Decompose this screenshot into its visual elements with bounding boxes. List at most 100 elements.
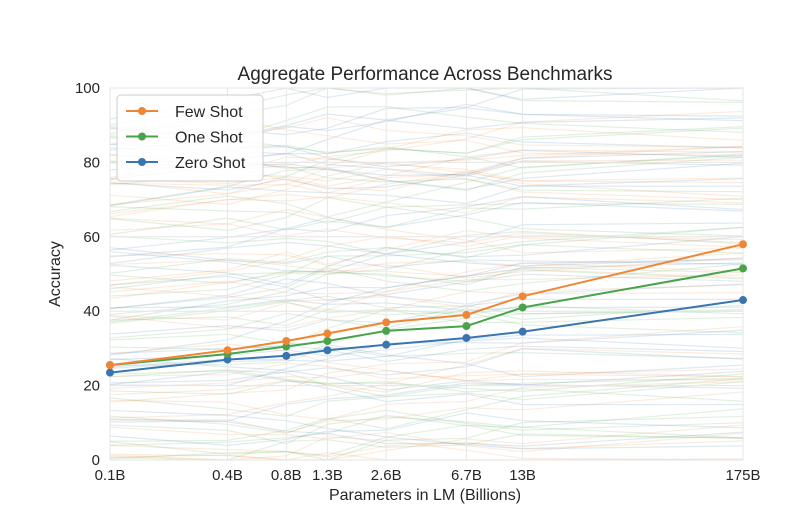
background-benchmark-line bbox=[109, 168, 744, 201]
background-benchmark-line bbox=[109, 145, 744, 206]
legend-box bbox=[116, 94, 264, 182]
background-benchmark-line bbox=[109, 326, 744, 403]
background-benchmark-line bbox=[109, 409, 744, 434]
y-tick-label: 40 bbox=[83, 303, 100, 320]
data-point bbox=[323, 336, 332, 345]
background-benchmark-line bbox=[109, 269, 744, 290]
data-point bbox=[223, 355, 232, 364]
background-benchmark-line bbox=[109, 223, 744, 244]
x-tick-label: 2.6B bbox=[371, 467, 402, 484]
background-benchmark-line bbox=[109, 236, 744, 286]
background-benchmark-line bbox=[109, 363, 744, 380]
y-axis-ticks: 0 20 40 60 80 100 bbox=[75, 80, 100, 469]
y-tick-label: 80 bbox=[83, 154, 100, 171]
background-benchmark-line bbox=[109, 298, 744, 312]
grid bbox=[109, 87, 744, 461]
background-benchmark-line bbox=[109, 329, 744, 387]
background-benchmark-line bbox=[109, 426, 744, 453]
background-benchmark-line bbox=[109, 197, 744, 232]
data-point bbox=[462, 322, 471, 331]
background-benchmark-line bbox=[109, 178, 744, 207]
legend: Few Shot One Shot Zero Shot bbox=[116, 94, 264, 182]
background-benchmark-line bbox=[109, 424, 744, 457]
background-benchmark-line bbox=[109, 333, 744, 369]
legend-label: Few Shot bbox=[175, 104, 243, 121]
series-line bbox=[109, 243, 744, 367]
background-benchmark-line bbox=[109, 381, 744, 421]
data-point bbox=[739, 264, 747, 273]
data-point bbox=[518, 292, 527, 301]
background-benchmark-line bbox=[109, 381, 744, 418]
background-benchmark-line bbox=[109, 262, 744, 295]
data-point bbox=[739, 240, 747, 249]
series-lines bbox=[106, 240, 747, 377]
background-benchmark-line bbox=[109, 412, 744, 447]
background-benchmark-line bbox=[109, 369, 744, 398]
background-benchmark-line bbox=[109, 149, 744, 187]
x-axis-ticks: 0.1B 0.4B 0.8B 1.3B 2.6B 6.7B 13B 175B bbox=[95, 467, 761, 484]
background-benchmark-line bbox=[109, 262, 744, 356]
y-tick-label: 60 bbox=[83, 229, 100, 246]
data-point bbox=[223, 346, 232, 355]
background-benchmark-line bbox=[109, 369, 744, 402]
x-tick-label: 0.4B bbox=[212, 467, 243, 484]
background-benchmark-line bbox=[109, 424, 744, 461]
background-benchmark-line bbox=[109, 274, 744, 321]
background-benchmark-line bbox=[109, 346, 744, 366]
background-benchmark-line bbox=[109, 347, 744, 419]
background-benchmark-line bbox=[109, 433, 744, 461]
series-line bbox=[109, 267, 744, 367]
background-benchmark-line bbox=[109, 370, 744, 396]
y-tick-label: 100 bbox=[75, 80, 100, 97]
background-benchmark-line bbox=[109, 230, 744, 255]
background-benchmark-line bbox=[109, 378, 744, 442]
background-benchmark-line bbox=[109, 196, 744, 218]
background-benchmark-line bbox=[109, 369, 744, 390]
background-benchmark-line bbox=[109, 295, 744, 323]
background-benchmark-line bbox=[109, 308, 744, 334]
background-benchmark-line bbox=[109, 259, 744, 321]
background-benchmark-line bbox=[109, 440, 744, 458]
background-benchmark-line bbox=[109, 358, 744, 391]
background-benchmark-line bbox=[109, 156, 744, 206]
data-point bbox=[323, 346, 332, 355]
data-point bbox=[462, 333, 471, 342]
background-benchmark-line bbox=[109, 226, 744, 274]
background-benchmark-line bbox=[109, 382, 744, 423]
background-benchmark-line bbox=[109, 154, 744, 218]
background-benchmark-line bbox=[109, 259, 744, 279]
background-benchmark-line bbox=[109, 195, 744, 258]
background-benchmark-line bbox=[109, 161, 744, 186]
background-benchmark-line bbox=[109, 373, 744, 395]
background-benchmark-line bbox=[109, 284, 744, 308]
series-line bbox=[109, 299, 744, 374]
data-point bbox=[518, 327, 527, 336]
legend-marker bbox=[138, 107, 146, 115]
background-benchmark-line bbox=[109, 263, 744, 309]
background-benchmark-line bbox=[109, 226, 744, 316]
data-point bbox=[462, 310, 471, 319]
chart-title: Aggregate Performance Across Benchmarks bbox=[238, 64, 613, 85]
x-axis-label: Parameters in LM (Billions) bbox=[329, 487, 521, 504]
background-benchmark-line bbox=[109, 206, 744, 237]
background-benchmark-line bbox=[109, 290, 744, 329]
x-tick-label: 0.8B bbox=[271, 467, 302, 484]
background-benchmark-line bbox=[109, 201, 744, 251]
legend-marker bbox=[138, 158, 146, 166]
background-benchmark-line bbox=[109, 174, 744, 191]
legend-label: One Shot bbox=[175, 130, 243, 147]
legend-marker bbox=[138, 132, 146, 141]
background-benchmark-line bbox=[109, 197, 744, 235]
background-benchmark-line bbox=[109, 208, 744, 254]
x-tick-label: 0.1B bbox=[95, 467, 126, 484]
background-benchmark-line bbox=[109, 436, 744, 461]
background-benchmark-line bbox=[109, 304, 744, 339]
background-benchmark-line bbox=[109, 222, 744, 273]
background-benchmark-line bbox=[109, 391, 744, 434]
data-point bbox=[106, 361, 114, 370]
background-benchmark-line bbox=[109, 409, 744, 450]
background-benchmark-line bbox=[109, 273, 744, 302]
background-benchmark-line bbox=[109, 266, 744, 286]
background-benchmark-line bbox=[109, 244, 744, 297]
